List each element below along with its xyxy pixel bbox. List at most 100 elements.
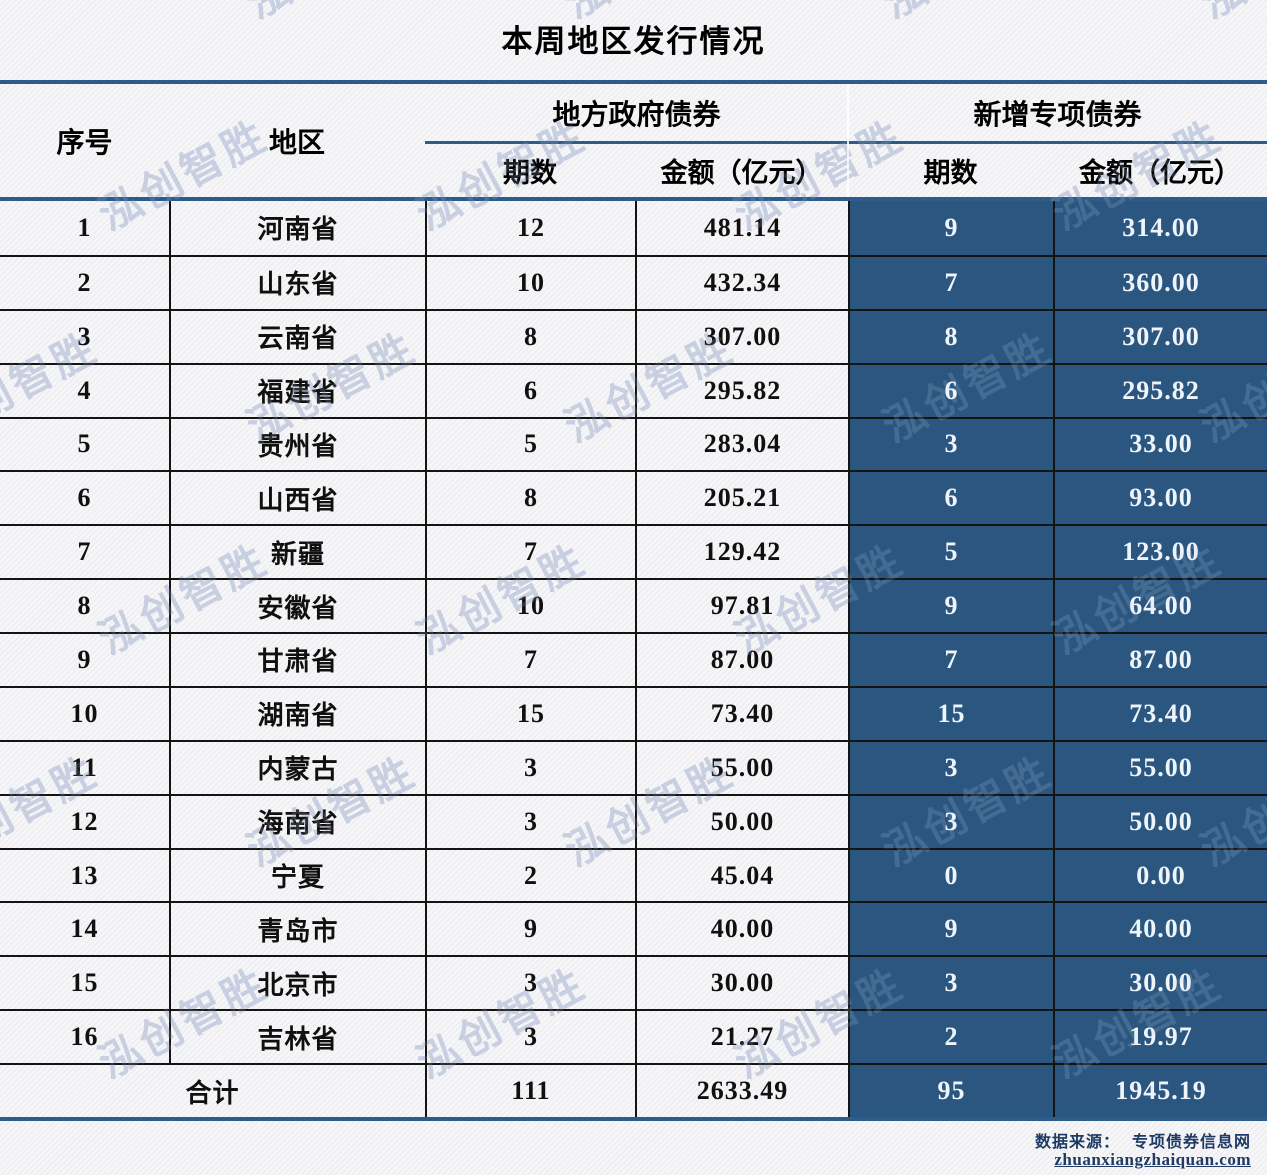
local-amount-cell: 55.00 xyxy=(635,739,848,794)
special-amount-cell: 64.00 xyxy=(1053,578,1267,633)
local-amount-cell: 73.40 xyxy=(635,685,848,740)
serial-cell: 12 xyxy=(0,793,169,848)
special-amount-cell: 33.00 xyxy=(1053,416,1267,471)
total-special-count-cell: 95 xyxy=(848,1063,1053,1117)
special-count-cell: 6 xyxy=(848,470,1053,525)
data-source-label: 数据来源： xyxy=(1034,1134,1120,1151)
serial-cell: 3 xyxy=(0,308,169,363)
region-cell: 北京市 xyxy=(169,955,425,1010)
special-count-cell: 7 xyxy=(848,254,1053,309)
special-amount-cell: 73.40 xyxy=(1053,685,1267,740)
local-count-cell: 8 xyxy=(425,470,635,525)
local-amount-cell: 87.00 xyxy=(635,632,848,686)
special-amount-cell: 93.00 xyxy=(1053,470,1267,525)
special-amount-cell: 55.00 xyxy=(1053,739,1267,794)
region-cell: 宁夏 xyxy=(169,847,425,902)
local-count-cell: 7 xyxy=(425,524,635,579)
local-count-cell: 2 xyxy=(425,847,635,902)
local-amount-cell: 45.04 xyxy=(635,847,848,902)
local-count-cell: 3 xyxy=(425,739,635,794)
header-section-divider xyxy=(847,84,849,197)
data-source-name: 专项债券信息网 xyxy=(1131,1134,1251,1151)
special-amount-cell: 87.00 xyxy=(1053,632,1267,686)
local-count-cell: 3 xyxy=(425,955,635,1010)
local-count-cell: 3 xyxy=(425,1009,635,1064)
local-amount-cell: 30.00 xyxy=(635,955,848,1010)
region-cell: 贵州省 xyxy=(169,416,425,471)
watermark-text: 泓创智胜 xyxy=(0,1162,108,1175)
watermark-text: 泓创智胜 xyxy=(870,1162,1061,1175)
special-count-cell: 7 xyxy=(848,632,1053,686)
special-amount-cell: 295.82 xyxy=(1053,362,1267,417)
column-header-serial: 序号 xyxy=(56,127,113,159)
total-label-cell: 合计 xyxy=(0,1063,425,1117)
local-amount-cell: 40.00 xyxy=(635,901,848,956)
local-amount-cell: 283.04 xyxy=(635,416,848,471)
local-amount-cell: 97.81 xyxy=(635,578,848,633)
local-amount-cell: 205.21 xyxy=(635,470,848,525)
special-amount-cell: 19.97 xyxy=(1053,1009,1267,1064)
region-cell: 山东省 xyxy=(169,254,425,309)
local-count-cell: 9 xyxy=(425,901,635,956)
column-group-local-bonds: 地方政府债券 xyxy=(552,99,721,131)
page-title: 本周地区发行情况 xyxy=(501,24,766,59)
special-amount-cell: 307.00 xyxy=(1053,308,1267,363)
special-count-cell: 5 xyxy=(848,524,1053,579)
serial-cell: 8 xyxy=(0,578,169,632)
region-cell: 甘肃省 xyxy=(169,632,425,686)
special-count-cell: 0 xyxy=(848,847,1053,902)
serial-cell: 1 xyxy=(77,212,92,242)
serial-cell: 5 xyxy=(0,416,169,471)
subheader-special-amount: 金额（亿元） xyxy=(1079,158,1241,188)
special-count-cell: 9 xyxy=(848,201,1053,255)
local-amount-cell: 21.27 xyxy=(635,1009,848,1064)
region-cell: 吉林省 xyxy=(169,1009,425,1064)
special-count-cell: 8 xyxy=(848,308,1053,363)
region-cell: 湖南省 xyxy=(169,685,425,740)
subheader-local-count: 期数 xyxy=(503,158,557,188)
watermark-text: 泓创智胜 xyxy=(234,1162,425,1175)
local-count-cell: 5 xyxy=(425,416,635,471)
special-count-cell: 2 xyxy=(848,1009,1053,1064)
table-bottom-rule xyxy=(0,1117,1267,1121)
watermark-text: 泓创智胜 xyxy=(552,1162,743,1175)
watermark-text: 泓创智胜 xyxy=(0,1162,108,1175)
serial-cell: 4 xyxy=(0,362,169,417)
special-count-cell: 15 xyxy=(848,685,1053,740)
serial-cell: 10 xyxy=(0,685,169,740)
serial-cell: 11 xyxy=(0,739,169,794)
region-cell: 新疆 xyxy=(169,524,425,579)
data-source-url[interactable]: zhuanxiangzhaiquan.com xyxy=(1054,1150,1251,1169)
column-group-special-bonds: 新增专项债券 xyxy=(973,99,1142,131)
top-rule xyxy=(0,80,1267,84)
total-local-count-cell: 111 xyxy=(425,1063,635,1117)
serial-cell: 14 xyxy=(0,901,169,955)
special-count-cell: 3 xyxy=(848,793,1053,848)
region-cell: 云南省 xyxy=(169,308,425,363)
local-amount-cell: 50.00 xyxy=(635,793,848,848)
special-count-cell: 9 xyxy=(848,578,1053,633)
local-count-cell: 8 xyxy=(425,308,635,363)
region-cell: 海南省 xyxy=(169,793,425,848)
local-count-cell: 7 xyxy=(425,632,635,686)
data-source-line: 数据来源： 专项债券信息网 xyxy=(1035,1128,1251,1152)
watermark-text: 泓创智胜 xyxy=(870,1162,1061,1175)
region-cell: 内蒙古 xyxy=(169,739,425,794)
local-amount-cell: 432.34 xyxy=(635,254,848,309)
serial-cell: 9 xyxy=(0,632,169,686)
local-count-cell: 10 xyxy=(425,254,635,309)
watermark-text: 泓创智胜 xyxy=(552,1162,743,1175)
region-cell: 福建省 xyxy=(169,362,425,417)
serial-cell: 6 xyxy=(0,470,169,524)
subheader-special-count: 期数 xyxy=(923,158,978,188)
special-amount-cell: 314.00 xyxy=(1053,201,1267,255)
local-amount-cell: 129.42 xyxy=(635,524,848,579)
special-amount-cell: 50.00 xyxy=(1053,793,1267,848)
group-header-underline xyxy=(425,141,1267,144)
header-bottom-rule xyxy=(0,197,1267,201)
region-cell: 河南省 xyxy=(169,201,425,255)
column-header-region: 地区 xyxy=(268,127,325,159)
special-amount-cell: 360.00 xyxy=(1053,254,1267,309)
subheader-local-amount: 金额（亿元） xyxy=(660,158,823,188)
